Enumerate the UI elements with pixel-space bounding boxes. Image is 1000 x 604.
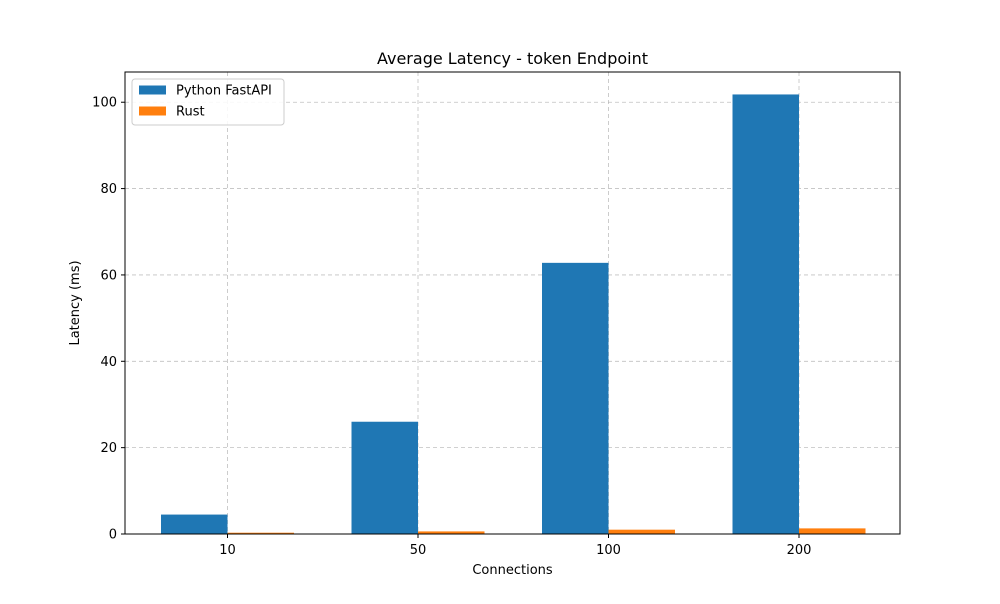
y-tick-label-80: 80 (100, 182, 117, 197)
y-axis-ticks: 0 20 40 60 80 100 (92, 96, 125, 543)
chart-title: Average Latency - token Endpoint (377, 49, 648, 68)
legend-box (131, 78, 285, 126)
x-tick-label-100: 100 (596, 543, 621, 558)
bars (161, 94, 866, 535)
x-tick-label-10: 10 (219, 543, 236, 558)
x-tick-label-200: 200 (787, 543, 812, 558)
bar-rust-100 (608, 529, 675, 534)
y-tick-label-60: 60 (100, 268, 117, 283)
y-tick-label-20: 20 (100, 441, 117, 456)
legend-swatch-rust (139, 106, 166, 116)
x-axis-ticks: 10 50 100 200 (219, 534, 811, 558)
legend: Python FastAPI Rust (131, 78, 285, 126)
bar-rust-50 (418, 531, 485, 534)
y-tick-label-40: 40 (100, 355, 117, 370)
x-tick-label-50: 50 (410, 543, 427, 558)
y-tick-label-100: 100 (92, 96, 117, 111)
x-axis-label: Connections (472, 563, 553, 578)
bar-rust-10 (227, 532, 294, 534)
bar-python-fastapi-10 (161, 514, 228, 534)
bar-python-fastapi-100 (542, 262, 609, 534)
bar-python-fastapi-200 (732, 94, 799, 535)
legend-label-python-fastapi: Python FastAPI (176, 84, 272, 99)
legend-label-rust: Rust (176, 105, 205, 120)
bar-python-fastapi-50 (351, 421, 418, 534)
y-axis-label: Latency (ms) (68, 260, 83, 345)
legend-swatch-python-fastapi (139, 85, 166, 95)
plot-frame (124, 71, 901, 535)
y-tick-label-0: 0 (109, 528, 117, 543)
bar-rust-200 (799, 528, 866, 534)
